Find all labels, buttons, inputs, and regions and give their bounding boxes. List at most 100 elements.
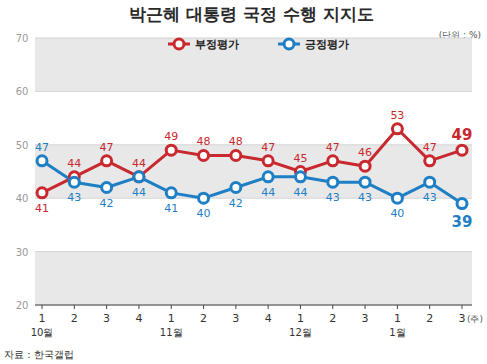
point <box>199 150 209 160</box>
y-tick-label: 30 <box>16 247 29 258</box>
title: 박근혜 대통령 국정 수행 지지도 <box>129 4 374 24</box>
data-label: 42 <box>100 197 114 210</box>
point <box>37 156 47 166</box>
point <box>360 161 370 171</box>
point <box>392 124 402 134</box>
source: 자료 : 한국갤럽 <box>4 349 74 360</box>
point <box>37 188 47 198</box>
x-tick-label: 3 <box>362 312 369 325</box>
x-tick <box>332 305 333 309</box>
marks <box>37 124 467 209</box>
x-tick-label: 4 <box>265 312 272 325</box>
data-label: 43 <box>67 191 81 204</box>
data-label: 44 <box>67 157 81 170</box>
y-tick-label: 20 <box>16 300 29 311</box>
x-tick <box>235 305 236 309</box>
x-tick <box>300 305 301 309</box>
x-tick-label: 1 <box>168 312 175 325</box>
x-tick-label: 2 <box>329 312 336 325</box>
x-tick <box>462 305 463 309</box>
month-label: 12월 <box>289 327 312 338</box>
data-label: 49 <box>452 126 473 144</box>
data-label: 47 <box>261 141 275 154</box>
data-label: 47 <box>100 141 114 154</box>
data-label: 44 <box>293 186 307 199</box>
point <box>392 193 402 203</box>
data-label: 42 <box>229 197 243 210</box>
data-label: 45 <box>293 152 307 165</box>
month-label: 10월 <box>31 327 54 338</box>
x-tick-label: 3 <box>459 312 466 325</box>
x-axis-label: (주) <box>467 314 483 324</box>
data-label: 39 <box>452 213 473 231</box>
point <box>199 193 209 203</box>
grid-line <box>35 305 472 306</box>
grid-line <box>35 38 472 39</box>
data-label: 44 <box>261 186 275 199</box>
x-axis-line <box>35 304 472 305</box>
month-label: 11월 <box>160 327 183 338</box>
legend-label: 긍정평가 <box>305 38 349 51</box>
x-tick-label: 2 <box>71 312 78 325</box>
grid-line <box>35 251 472 252</box>
legend: 부정평가 긍정평가 <box>168 38 349 51</box>
x-tick-label: 2 <box>200 312 207 325</box>
point <box>263 172 273 182</box>
point <box>134 172 144 182</box>
point <box>328 156 338 166</box>
x-tick <box>171 305 172 309</box>
x-tick <box>203 305 204 309</box>
x-tick-label: 3 <box>103 312 110 325</box>
grid-band <box>35 252 472 305</box>
data-label: 43 <box>326 191 340 204</box>
legend-marker <box>284 39 294 49</box>
point <box>231 150 241 160</box>
data-label: 44 <box>132 157 146 170</box>
point <box>166 145 176 155</box>
month-label: 1월 <box>389 327 405 338</box>
data-label: 43 <box>423 191 437 204</box>
point <box>102 183 112 193</box>
y-tick-label: 50 <box>16 140 29 151</box>
x-tick <box>106 305 107 309</box>
point <box>231 183 241 193</box>
x-tick-label: 1 <box>39 312 46 325</box>
data-label: 41 <box>164 202 178 215</box>
point <box>425 177 435 187</box>
x-tick-label: 1 <box>297 312 304 325</box>
data-label: 49 <box>164 130 178 143</box>
point <box>166 188 176 198</box>
point <box>425 156 435 166</box>
point <box>102 156 112 166</box>
y-tick-label: 70 <box>16 33 29 44</box>
data-label: 48 <box>229 135 243 148</box>
y-tick-label: 60 <box>16 86 29 97</box>
y-tick-label: 40 <box>16 193 29 204</box>
x-tick <box>138 305 139 309</box>
grid-band <box>35 38 472 91</box>
point <box>295 172 305 182</box>
x-tick <box>365 305 366 309</box>
x-tick-label: 1 <box>394 312 401 325</box>
grid-line <box>35 91 472 92</box>
point <box>328 177 338 187</box>
x-tick-label: 2 <box>426 312 433 325</box>
data-label: 46 <box>358 146 372 159</box>
data-label: 40 <box>197 207 211 220</box>
point <box>457 199 467 209</box>
data-label: 48 <box>197 135 211 148</box>
data-label: 41 <box>35 202 49 215</box>
chart: 박근혜 대통령 국정 수행 지지도(단위 : %)203040506070110… <box>0 0 487 364</box>
data-label: 40 <box>390 207 404 220</box>
data-label: 44 <box>132 186 146 199</box>
point <box>134 172 144 182</box>
x-tick <box>397 305 398 309</box>
point <box>69 177 79 187</box>
x-tick-label: 4 <box>135 312 142 325</box>
legend-label: 부정평가 <box>195 38 239 51</box>
x-tick-label: 3 <box>232 312 239 325</box>
data-label: 43 <box>358 191 372 204</box>
point <box>457 145 467 155</box>
data-labels: 4144474449484847454746534749474342444140… <box>35 109 472 231</box>
point <box>360 177 370 187</box>
